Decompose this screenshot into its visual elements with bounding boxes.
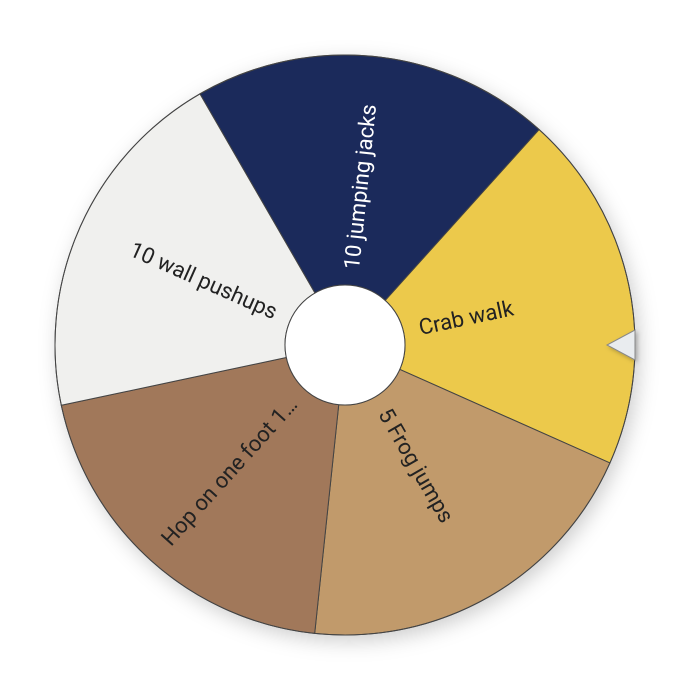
wheel-stage: Crab walk5 Frog jumpsHop on one foot 1…1… bbox=[0, 0, 700, 700]
spinner-wheel[interactable]: Crab walk5 Frog jumpsHop on one foot 1…1… bbox=[0, 0, 700, 700]
wheel-hub bbox=[285, 285, 405, 405]
